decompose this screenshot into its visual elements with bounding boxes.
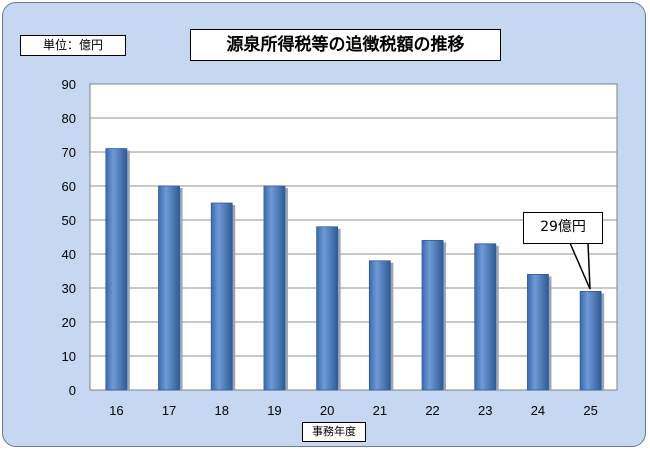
bar [368,260,391,391]
x-tick-label: 25 [583,403,597,418]
chart-title: 源泉所得税等の追徴税額の推移 [190,29,501,61]
x-tick-label: 17 [162,403,176,418]
y-tick-label: 80 [62,111,76,126]
bar [210,202,233,391]
y-axis-ticks: 0 10 20 30 40 50 60 70 80 90 [62,77,76,398]
x-axis-ticks: 16 17 18 19 20 21 22 23 24 25 [109,403,598,418]
bar [579,290,602,391]
bar-16 [105,148,130,391]
bar-25 [579,290,605,391]
bar-20 [316,226,341,391]
y-tick-label: 30 [62,281,76,296]
bar-21 [368,260,394,391]
y-tick-label: 90 [62,77,76,92]
x-tick-label: 24 [531,403,545,418]
bar [105,148,128,391]
x-tick-label: 22 [425,403,439,418]
bar [527,273,549,391]
bar-22 [421,239,447,391]
bars [105,148,605,391]
y-tick-label: 40 [62,247,76,262]
x-tick-label: 16 [109,403,123,418]
bar-19 [263,185,288,391]
y-tick-label: 0 [69,383,76,398]
bar [158,185,180,391]
bar [316,226,339,391]
y-tick-label: 20 [62,315,76,330]
x-tick-label: 23 [478,403,492,418]
y-tick-label: 60 [62,179,76,194]
x-tick-label: 21 [373,403,387,418]
unit-label: 単位：億円 [20,35,126,56]
bar [263,185,286,391]
bar-17 [158,185,183,391]
x-tick-label: 18 [215,403,229,418]
bar-23 [474,243,499,391]
y-tick-label: 10 [62,349,76,364]
y-tick-label: 50 [62,213,76,228]
x-tick-label: 20 [320,403,334,418]
x-tick-label: 19 [267,403,281,418]
x-axis-label: 事務年度 [302,422,366,442]
bar-24 [527,273,552,391]
y-tick-label: 70 [62,145,76,160]
bar [421,239,444,391]
value-callout: 29億円 [523,212,603,244]
bar-18 [210,202,236,391]
bar [474,243,497,391]
